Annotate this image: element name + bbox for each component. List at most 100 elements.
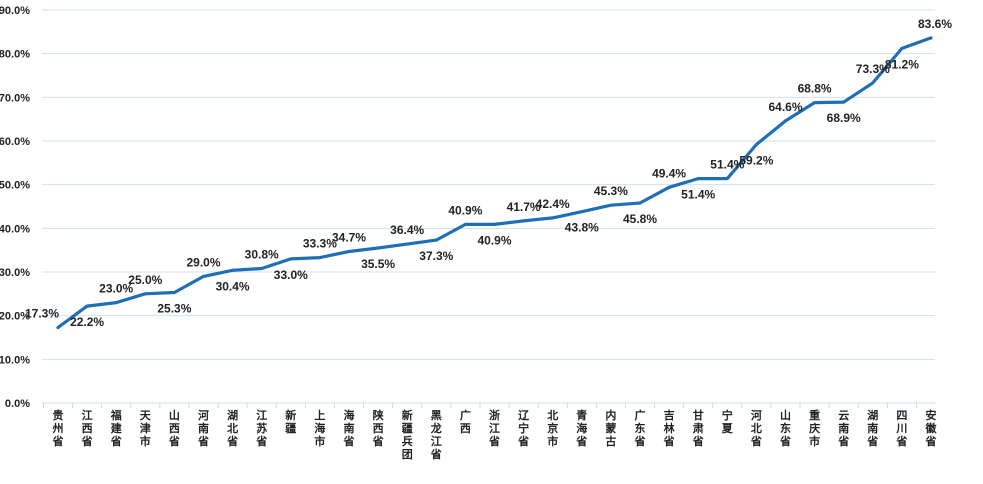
data-point [231, 268, 235, 272]
data-label: 36.4% [390, 223, 424, 237]
data-label: 81.2% [885, 57, 919, 71]
data-point [85, 304, 89, 308]
data-point [202, 274, 205, 278]
data-point [929, 36, 933, 40]
y-tick-label: 40.0% [0, 223, 30, 235]
x-category-label: 山东省 [779, 408, 791, 448]
y-tick-label: 90.0% [0, 5, 30, 17]
data-point [696, 177, 700, 181]
data-label: 30.8% [245, 248, 279, 262]
data-label: 30.4% [216, 279, 250, 293]
x-category-label: 新疆兵团 [402, 408, 413, 461]
data-label: 51.4% [710, 158, 744, 172]
data-label: 33.3% [303, 237, 337, 251]
data-point [347, 249, 351, 253]
data-label: 33.0% [274, 268, 308, 282]
data-label: 41.7% [507, 200, 541, 214]
data-label: 45.3% [594, 184, 628, 198]
data-label: 45.8% [623, 212, 657, 226]
x-category-label: 安徽省 [925, 408, 938, 448]
data-point [754, 142, 758, 146]
data-label: 17.3% [25, 306, 59, 320]
x-category-label: 甘肃省 [692, 408, 704, 448]
data-point [318, 256, 322, 260]
data-label: 29.0% [186, 255, 220, 269]
data-label: 34.7% [332, 230, 366, 244]
x-category-label: 湖北省 [226, 408, 238, 448]
data-point [871, 81, 875, 85]
y-tick-label: 50.0% [0, 180, 30, 192]
data-label: 59.2% [739, 153, 773, 167]
y-tick-label: 30.0% [0, 267, 30, 279]
data-label: 68.8% [798, 82, 832, 96]
x-category-label: 吉林省 [663, 408, 675, 448]
x-category-label: 北京市 [547, 408, 558, 448]
x-category-label: 广东省 [634, 408, 646, 448]
y-tick-label: 10.0% [0, 354, 30, 366]
x-category-label: 江西省 [81, 408, 93, 448]
data-point [434, 238, 438, 242]
y-tick-label: 20.0% [0, 311, 30, 323]
data-point [463, 222, 467, 226]
data-point [405, 242, 409, 246]
x-category-label: 江苏省 [255, 408, 267, 448]
data-point [172, 291, 176, 295]
x-category-label: 宁夏 [722, 408, 734, 435]
x-category-label: 上海市 [314, 408, 325, 448]
data-label: 23.0% [99, 282, 133, 296]
data-point [842, 100, 846, 104]
data-point [813, 101, 817, 105]
data-point [900, 46, 904, 50]
x-category-label: 四川省 [895, 409, 907, 448]
data-point [376, 246, 380, 250]
x-category-label: 福建省 [110, 408, 123, 448]
x-category-label: 贵州省 [52, 408, 64, 448]
data-point [143, 292, 147, 296]
data-point [260, 267, 264, 271]
y-tick-label: 60.0% [0, 136, 30, 148]
data-label: 25.0% [128, 273, 162, 287]
data-label: 35.5% [361, 257, 395, 271]
data-point [638, 201, 642, 205]
data-label: 51.4% [681, 188, 715, 202]
x-category-label: 云南省 [837, 409, 849, 448]
data-point [114, 301, 118, 305]
data-point [609, 203, 613, 207]
x-category-label: 新疆 [285, 408, 296, 435]
data-point [580, 210, 584, 214]
data-label: 37.3% [419, 249, 453, 263]
data-label: 40.9% [448, 203, 482, 217]
data-label: 25.3% [157, 302, 191, 316]
x-category-label: 海南省 [343, 408, 355, 448]
x-category-label: 广西 [460, 408, 471, 435]
data-label: 83.6% [918, 17, 952, 31]
data-label: 43.8% [565, 221, 599, 235]
data-point [667, 185, 671, 189]
x-category-label: 浙江省 [488, 408, 500, 448]
x-category-label: 内蒙古 [605, 408, 616, 448]
data-point [551, 216, 555, 220]
x-category-label: 河北省 [750, 408, 762, 448]
data-point [725, 177, 729, 181]
data-label: 40.9% [477, 233, 511, 247]
x-category-label: 山西省 [168, 408, 180, 448]
x-category-label: 青海省 [575, 408, 587, 448]
data-label: 22.2% [70, 315, 104, 329]
x-category-label: 陕西省 [372, 408, 384, 448]
x-category-label: 天津市 [140, 409, 152, 448]
x-category-label: 黑龙江省 [430, 409, 442, 461]
x-category-label: 河南省 [197, 408, 209, 448]
data-label: 64.6% [768, 100, 802, 114]
data-label: 68.9% [827, 111, 861, 125]
data-point [522, 219, 526, 223]
y-tick-label: 0.0% [5, 398, 30, 410]
x-category-label: 辽宁省 [517, 409, 530, 448]
data-label: 73.3% [856, 62, 890, 76]
data-point [56, 325, 60, 329]
data-label: 42.4% [536, 197, 570, 211]
y-tick-label: 80.0% [0, 49, 30, 61]
y-tick-label: 70.0% [0, 92, 30, 104]
x-category-label: 湖南省 [866, 408, 878, 448]
